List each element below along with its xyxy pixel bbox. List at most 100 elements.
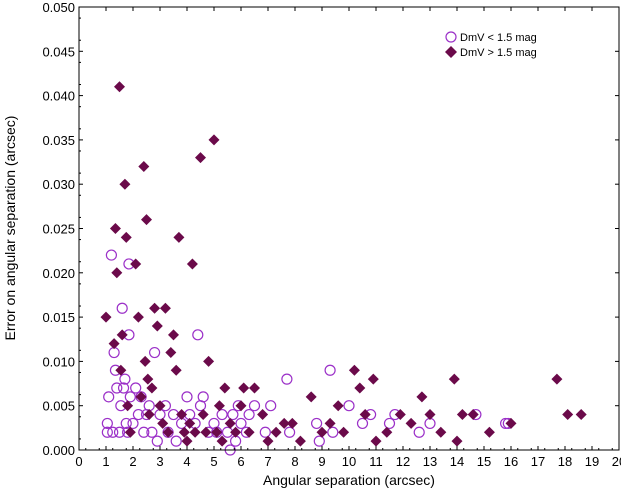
data-point-diamond (170, 364, 182, 376)
y-tick-label: 0.005 (42, 399, 75, 414)
data-point-diamond (370, 435, 382, 447)
data-point-diamond (405, 417, 417, 429)
y-tick-label: 0.050 (42, 0, 75, 15)
legend: DmV < 1.5 mag DmV > 1.5 mag (445, 31, 537, 59)
data-point-diamond (200, 426, 212, 438)
data-point-diamond (195, 152, 206, 164)
x-tick-label: 1 (102, 454, 109, 469)
plot-frame (78, 6, 620, 451)
data-point-circle (356, 417, 369, 430)
data-point-diamond (141, 214, 152, 226)
x-tick-label: 15 (477, 454, 491, 469)
data-point-diamond (197, 409, 209, 421)
data-point-diamond (114, 81, 125, 93)
data-point-circle (117, 382, 130, 394)
data-point-diamond (305, 391, 317, 403)
x-tick-label: 5 (210, 454, 217, 469)
data-point-diamond (116, 329, 128, 341)
data-point-circle (243, 408, 255, 421)
data-point-diamond (159, 302, 171, 314)
data-point-circle (248, 400, 261, 412)
y-tick-label: 0.015 (42, 310, 75, 325)
data-point-diamond (142, 373, 154, 385)
data-point-diamond (108, 338, 120, 350)
data-point-diamond (149, 302, 161, 314)
x-tick-label: 0 (75, 454, 82, 469)
data-point-circle (105, 249, 118, 261)
data-point-diamond (143, 409, 155, 421)
data-point-diamond (456, 409, 468, 421)
x-tick-label: 7 (264, 454, 271, 469)
data-point-circle (383, 417, 396, 430)
data-point-circle (111, 382, 123, 394)
data-point-diamond (394, 409, 406, 421)
data-point-circle (324, 364, 336, 376)
data-point-circle (311, 417, 323, 430)
data-point-circle (313, 435, 325, 447)
data-point-diamond (120, 231, 132, 243)
data-point-diamond (338, 426, 350, 438)
data-point-diamond (575, 409, 587, 421)
data-point-diamond (262, 435, 274, 447)
x-tick-label: 20 (612, 454, 621, 469)
data-point-diamond (211, 426, 223, 438)
y-axis-title: Error on angular separation (arcsec) (2, 116, 18, 341)
x-tick-label: 19 (585, 454, 599, 469)
data-point-diamond (186, 258, 198, 270)
y-tick-label: 0.035 (42, 133, 75, 148)
data-point-diamond (122, 400, 134, 412)
y-tick-label: 0.025 (42, 222, 75, 237)
data-point-circle (281, 373, 293, 385)
data-point-circle (124, 391, 136, 403)
data-point-circle (120, 417, 132, 430)
data-point-circle (107, 426, 119, 438)
data-point-diamond (278, 417, 290, 429)
data-point-diamond (551, 373, 563, 385)
data-point-diamond (146, 382, 158, 394)
data-point-circle (146, 426, 158, 438)
data-point-diamond (249, 382, 260, 394)
data-point-circle (227, 408, 239, 421)
legend-label-diamond: DmV > 1.5 mag (460, 47, 537, 59)
data-point-diamond (138, 160, 150, 172)
data-point-diamond (348, 364, 360, 376)
x-tick-label: 11 (369, 454, 383, 469)
x-tick-label: 10 (342, 454, 356, 469)
data-point-diamond (151, 320, 163, 332)
data-point-diamond (224, 417, 236, 429)
data-point-diamond (203, 355, 215, 367)
data-point-diamond (162, 426, 174, 438)
data-point-diamond (176, 409, 188, 421)
x-axis-title: Angular separation (arcsec) (263, 472, 435, 488)
data-point-diamond (451, 435, 463, 447)
data-point-diamond (132, 311, 144, 323)
data-point-diamond (467, 409, 479, 421)
data-point-circle (149, 346, 161, 359)
data-point-diamond (208, 134, 220, 146)
x-tick-label: 13 (423, 454, 437, 469)
y-tick-label: 0.000 (42, 443, 75, 458)
x-tick-label: 12 (396, 454, 410, 469)
data-point-diamond (165, 347, 177, 359)
data-point-diamond (130, 258, 142, 270)
y-tick-label: 0.030 (42, 177, 75, 192)
y-tick-label: 0.020 (42, 266, 75, 281)
data-point-diamond (332, 400, 344, 412)
data-point-circle (216, 408, 228, 421)
data-point-diamond (381, 426, 393, 438)
data-point-circle (413, 426, 425, 438)
data-point-diamond (168, 329, 179, 341)
data-point-circle (101, 417, 113, 430)
y-tick-label: 0.040 (42, 89, 75, 104)
data-point-diamond (243, 426, 255, 438)
data-point-diamond (115, 364, 127, 376)
data-point-diamond (189, 426, 201, 438)
data-point-diamond (354, 382, 366, 394)
data-point-diamond (157, 417, 169, 429)
x-tick-label: 17 (531, 454, 545, 469)
x-tick-label: 9 (318, 454, 325, 469)
data-point-circle (197, 391, 209, 403)
x-tick-label: 8 (291, 454, 298, 469)
data-point-diamond (184, 417, 196, 429)
data-point-diamond (216, 435, 228, 447)
